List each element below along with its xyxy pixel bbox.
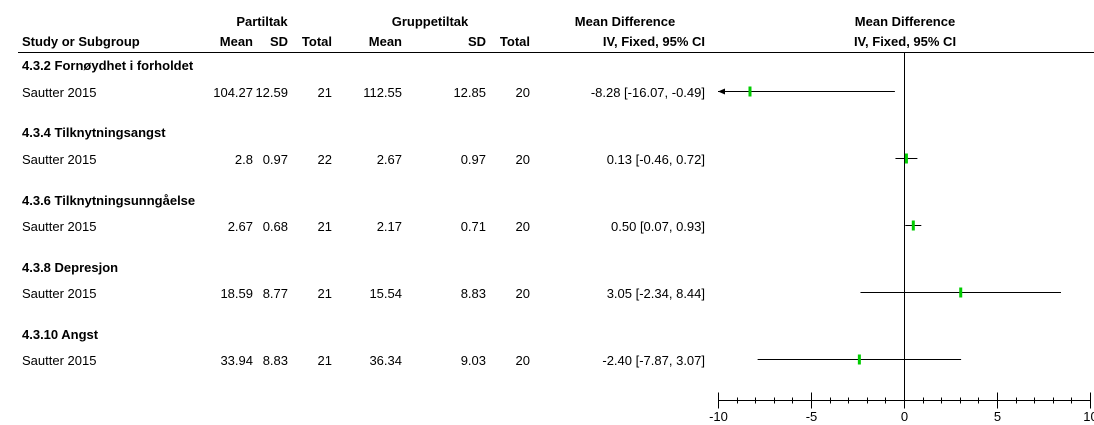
subgroup-title: 4.3.8 Depresjon — [22, 260, 119, 275]
study-column-header: Study or Subgroup — [22, 34, 140, 49]
sd1-column-header: SD — [269, 34, 288, 49]
sd2-value: 9.03 — [460, 353, 486, 368]
point-estimate-marker — [748, 86, 752, 97]
ci-text: -2.40 [-7.87, 3.07] — [602, 353, 705, 368]
mean1-value: 2.67 — [227, 219, 253, 234]
group1-header: Partiltak — [236, 14, 288, 29]
ci-text: -8.28 [-16.07, -0.49] — [590, 85, 705, 100]
x-axis-tick-label: 5 — [994, 409, 1001, 424]
mean2-value: 36.34 — [369, 353, 402, 368]
ci-text: 3.05 [-2.34, 8.44] — [606, 286, 705, 301]
total1-value: 21 — [317, 286, 332, 301]
mean2-value: 2.67 — [376, 152, 402, 167]
x-axis-tick-label: -5 — [806, 409, 818, 424]
point-estimate-marker — [911, 220, 915, 231]
study-name: Sautter 2015 — [22, 152, 97, 167]
total2-column-header: Total — [499, 34, 530, 49]
x-axis-tick-label: 10 — [1083, 409, 1094, 424]
sd1-value: 8.77 — [262, 286, 288, 301]
sd2-value: 0.97 — [460, 152, 486, 167]
total2-value: 20 — [515, 353, 530, 368]
total2-value: 20 — [515, 286, 530, 301]
sd1-value: 8.83 — [262, 353, 288, 368]
effect-header-left-line2: IV, Fixed, 95% CI — [602, 34, 705, 49]
point-estimate-marker — [857, 354, 861, 365]
total2-value: 20 — [515, 219, 530, 234]
effect-header-right-line2: IV, Fixed, 95% CI — [853, 34, 957, 49]
x-axis-tick-label: 0 — [901, 409, 908, 424]
total1-value: 21 — [317, 85, 332, 100]
group2-header: Gruppetiltak — [391, 14, 469, 29]
mean1-value: 104.27 — [213, 85, 253, 100]
mean2-value: 112.55 — [363, 85, 402, 100]
x-axis-tick-label: -10 — [709, 409, 728, 424]
mean1-value: 2.8 — [234, 152, 253, 167]
sd2-value: 8.83 — [460, 286, 486, 301]
effect-header-left-line1: Mean Difference — [574, 14, 676, 29]
point-estimate-marker — [959, 287, 963, 298]
total1-value: 22 — [317, 152, 332, 167]
total2-value: 20 — [515, 152, 530, 167]
mean2-value: 15.54 — [369, 286, 402, 301]
subgroup-title: 4.3.4 Tilknytningsangst — [22, 125, 166, 140]
total1-value: 21 — [317, 219, 332, 234]
ci-truncation-arrow — [718, 88, 725, 95]
effect-header-right-line1: Mean Difference — [854, 14, 956, 29]
sd1-value: 12.59 — [255, 85, 288, 100]
sd2-column-header: SD — [467, 34, 486, 49]
mean1-value: 33.94 — [220, 353, 253, 368]
subgroup-title: 4.3.6 Tilknytningsunngåelse — [22, 193, 196, 208]
total1-value: 21 — [317, 353, 332, 368]
sd1-value: 0.68 — [262, 219, 288, 234]
ci-text: 0.13 [-0.46, 0.72] — [606, 152, 705, 167]
total2-value: 20 — [515, 85, 530, 100]
study-name: Sautter 2015 — [22, 85, 97, 100]
sd2-value: 12.85 — [453, 85, 486, 100]
total1-column-header: Total — [301, 34, 332, 49]
subgroup-title: 4.3.2 Fornøydhet i forholdet — [22, 58, 194, 73]
sd2-value: 0.71 — [460, 219, 486, 234]
study-name: Sautter 2015 — [22, 286, 97, 301]
point-estimate-marker — [904, 153, 908, 164]
subgroup-title: 4.3.10 Angst — [22, 327, 99, 342]
mean2-column-header: Mean — [368, 34, 402, 49]
mean1-value: 18.59 — [220, 286, 253, 301]
sd1-value: 0.97 — [262, 152, 288, 167]
mean2-value: 2.17 — [376, 219, 402, 234]
mean1-column-header: Mean — [219, 34, 253, 49]
ci-text: 0.50 [0.07, 0.93] — [611, 219, 705, 234]
study-name: Sautter 2015 — [22, 219, 97, 234]
study-name: Sautter 2015 — [22, 353, 97, 368]
